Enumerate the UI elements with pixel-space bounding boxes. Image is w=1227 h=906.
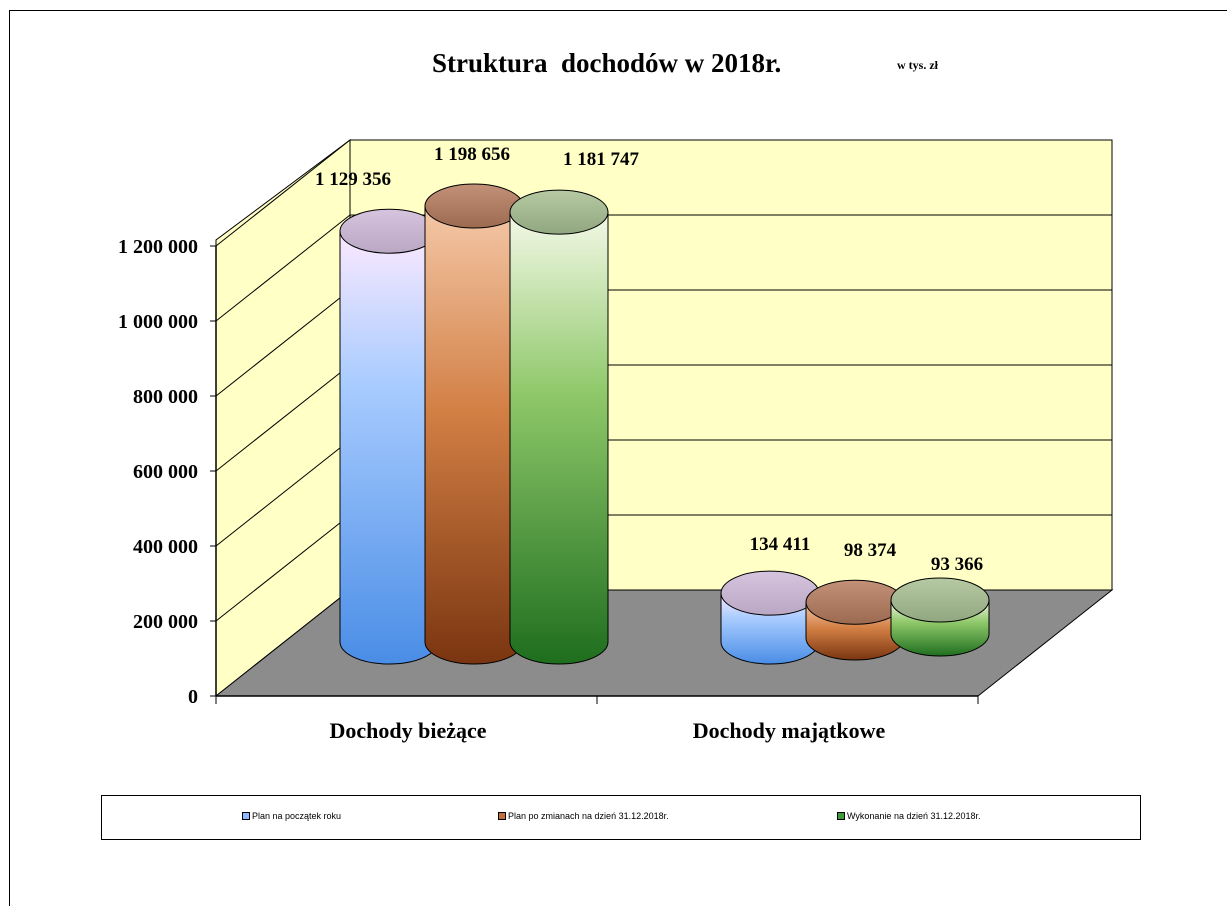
data-label: 98 374	[844, 540, 897, 561]
data-label: 93 366	[931, 554, 983, 575]
legend-swatch	[837, 812, 845, 820]
bar	[890, 577, 990, 657]
legend-swatch	[498, 812, 506, 820]
x-tick-label: Dochody bieżące	[329, 718, 486, 743]
gridline	[215, 514, 351, 622]
gridline	[215, 364, 351, 472]
bar-top	[890, 577, 990, 623]
legend-label: Plan po zmianach na dzień 31.12.2018r.	[508, 811, 669, 821]
bar-top	[720, 570, 820, 616]
legend-swatch	[242, 812, 250, 820]
bar-top	[805, 579, 905, 625]
bar-body	[509, 211, 609, 665]
legend-label: Wykonanie na dzień 31.12.2018r.	[847, 811, 981, 821]
bar	[805, 579, 905, 661]
legend-item: Plan po zmianach na dzień 31.12.2018r.	[498, 811, 669, 821]
legend-item: Plan na początek roku	[242, 811, 341, 821]
y-tick-label: 1 000 000	[118, 311, 198, 333]
y-tick-label: 200 000	[133, 611, 198, 633]
bar-top	[339, 208, 439, 254]
bar-top	[424, 183, 524, 229]
gridline	[215, 214, 351, 322]
y-tick-label: 600 000	[133, 461, 198, 483]
legend-item: Wykonanie na dzień 31.12.2018r.	[837, 811, 981, 821]
chart-title: Struktura dochodów w 2018r.	[432, 48, 782, 78]
bar	[339, 208, 439, 665]
legend-label: Plan na początek roku	[252, 811, 342, 821]
data-label: 1 129 356	[315, 169, 391, 190]
y-tick-label: 400 000	[133, 536, 198, 558]
gridline	[215, 289, 351, 397]
data-label: 134 411	[750, 534, 811, 555]
gridline	[215, 439, 351, 547]
y-tick-label: 0	[188, 686, 198, 708]
y-tick-label: 1 200 000	[118, 236, 198, 258]
x-tick-label: Dochody majątkowe	[693, 718, 886, 743]
unit-label: w tys. zł	[897, 58, 938, 72]
bar	[720, 570, 820, 665]
bar-top	[509, 189, 609, 235]
data-label: 1 181 747	[563, 149, 640, 170]
bar-body	[339, 230, 439, 665]
bar	[509, 189, 609, 665]
bar-body	[424, 205, 524, 665]
data-label: 1 198 656	[434, 144, 510, 165]
gridline	[215, 139, 351, 247]
bar	[424, 183, 524, 665]
legend: Plan na początek roku Plan po zmianach n…	[101, 795, 1141, 840]
y-tick-label: 800 000	[133, 386, 198, 408]
chart-frame	[9, 10, 1227, 906]
